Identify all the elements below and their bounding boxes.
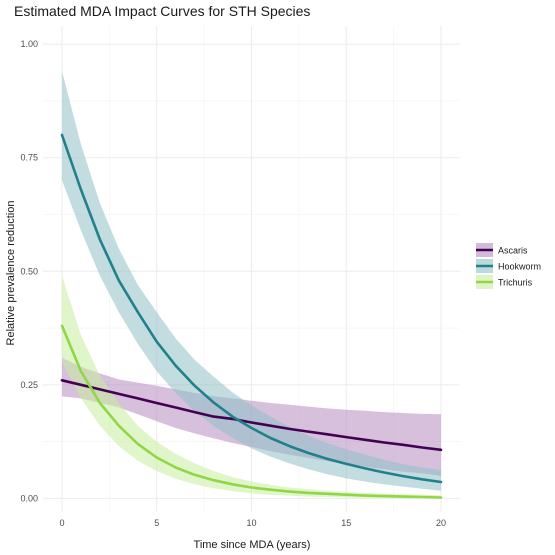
legend: Ascaris Hookworm Trichuris (476, 243, 541, 289)
x-tick-label: 10 (246, 518, 256, 528)
y-axis-label: Relative prevalence reduction (5, 201, 17, 346)
grid (43, 26, 460, 512)
line-trichuris (60, 324, 443, 499)
y-tick-label: 0.75 (20, 153, 38, 163)
x-tick-label: 5 (154, 518, 159, 528)
y-axis-ticks: 0.00 0.25 0.50 0.75 1.00 (20, 39, 38, 503)
confidence-bands (62, 71, 441, 499)
legend-label-ascaris: Ascaris (498, 246, 528, 256)
y-tick-label: 0.25 (20, 380, 38, 390)
x-axis-label: Time since MDA (years) (194, 539, 311, 551)
x-tick-label: 0 (59, 518, 64, 528)
legend-label-trichuris: Trichuris (498, 278, 533, 288)
x-axis-ticks: 0 5 10 15 20 (59, 518, 446, 528)
x-tick-label: 15 (341, 518, 351, 528)
line-hookworm (60, 133, 443, 484)
y-tick-label: 1.00 (20, 39, 38, 49)
y-tick-label: 0.50 (20, 266, 38, 276)
series-lines (60, 133, 443, 499)
chart-title: Estimated MDA Impact Curves for STH Spec… (14, 3, 310, 19)
legend-label-hookworm: Hookworm (498, 262, 541, 272)
band-hookworm (62, 71, 441, 491)
band-trichuris (62, 275, 441, 499)
y-tick-label: 0.00 (20, 493, 38, 503)
x-tick-label: 20 (436, 518, 446, 528)
line-ascaris (60, 379, 443, 452)
